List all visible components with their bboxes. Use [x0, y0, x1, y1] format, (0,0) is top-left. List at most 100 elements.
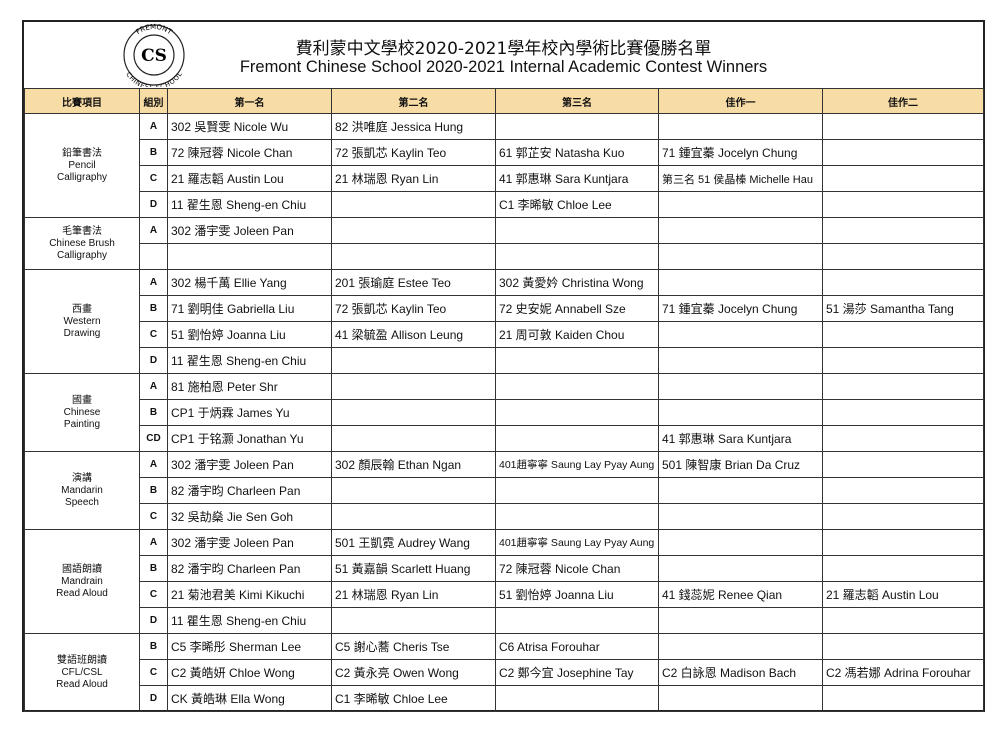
- category-label: Pencil: [68, 159, 96, 171]
- column-header: 佳作二: [822, 88, 984, 114]
- winner-cell: [495, 399, 659, 426]
- winner-cell: [331, 477, 496, 504]
- winner-cell: 51 黃嘉韻 Scarlett Huang: [331, 555, 496, 582]
- winner-cell: [822, 243, 984, 270]
- winner-cell: 11 瞿生恩 Sheng-en Chiu: [167, 607, 332, 634]
- winner-cell: [658, 269, 823, 296]
- winner-cell: 302 楊千萬 Ellie Yang: [167, 269, 332, 296]
- category-label: Speech: [65, 496, 99, 508]
- winner-cell: 302 潘宇雯 Joleen Pan: [167, 217, 332, 244]
- category-label: 雙語班朗讀: [57, 654, 107, 666]
- winner-cell: 302 潘宇雯 Joleen Pan: [167, 451, 332, 478]
- winner-cell: 21 林瑞恩 Ryan Lin: [331, 581, 496, 608]
- category-label: Calligraphy: [56, 249, 108, 261]
- winner-cell: [495, 347, 659, 374]
- winner-cell: [822, 191, 984, 218]
- winner-cell: [658, 633, 823, 660]
- winner-cell: [658, 347, 823, 374]
- winner-cell: [331, 399, 496, 426]
- table-body: 鉛筆書法 Pencil Calligraphy A 302 吳賢雯 Nicole Wu 8…: [24, 113, 984, 712]
- group-cell: B: [139, 477, 168, 504]
- winner-cell: 72 陳冠蓉 Nicole Chan: [495, 555, 659, 582]
- group-cell: C: [139, 321, 168, 348]
- winner-cell: 302 吳賢雯 Nicole Wu: [167, 113, 332, 140]
- winner-cell: 82 潘宇昀 Charleen Pan: [167, 555, 332, 582]
- winner-cell: [658, 477, 823, 504]
- table-row: B CP1 于炳霖 James Yu: [25, 399, 984, 426]
- category-label: Painting: [63, 418, 101, 430]
- winner-cell: 72 張凱芯 Kaylin Teo: [331, 139, 496, 166]
- table-row: 國畫 Chinese Painting A 81 施柏恩 Peter Shr: [24, 373, 984, 452]
- group-cell: A: [139, 217, 168, 244]
- winner-cell: [331, 347, 496, 374]
- winner-cell: [658, 217, 823, 244]
- winner-cell: C5 謝心蕎 Cheris Tse: [331, 633, 496, 660]
- category-label: Mandarin: [61, 484, 103, 496]
- winner-cell: [658, 399, 823, 426]
- winner-cell: [495, 503, 659, 530]
- winner-cell: C5 李晞彤 Sherman Lee: [167, 633, 332, 660]
- winner-cell: 41 郭惠琳 Sara Kuntjara: [658, 425, 823, 452]
- group-cell: D: [139, 191, 168, 218]
- group-cell: A: [139, 451, 168, 478]
- winner-cell: [331, 373, 496, 400]
- category-label: 國語朗讀: [62, 563, 102, 575]
- winner-cell: [822, 217, 984, 244]
- group-cell: D: [139, 607, 168, 634]
- winner-cell: 41 梁毓盈 Allison Leung: [331, 321, 496, 348]
- column-header: 第一名: [167, 88, 332, 114]
- subtitle: Fremont Chinese School 2020-2021 Interna…: [239, 58, 768, 76]
- group-cell: B: [139, 139, 168, 166]
- category-label: Mandrain: [61, 575, 103, 587]
- winner-cell: CK 黃皓琳 Ella Wong: [167, 685, 332, 712]
- winner-cell: [331, 503, 496, 530]
- winner-cell: 82 洪唯庭 Jessica Hung: [331, 113, 496, 140]
- group-cell: D: [139, 347, 168, 374]
- title: 費利蒙中文學校2020-2021學年校內學術比賽優勝名單: [295, 39, 712, 59]
- category-label: Read Aloud: [56, 678, 108, 690]
- table-row: D 11 翟生恩 Sheng-en Chiu C1 李晞敏 Chloe Lee: [25, 191, 984, 218]
- winner-cell: 21 羅志韜 Austin Lou: [822, 581, 984, 608]
- winner-cell: 401趙寧寧 Saung Lay Pyay Aung: [495, 451, 659, 478]
- group-cell: D: [139, 685, 168, 712]
- category-cell: 西畫 Western Drawing: [24, 269, 140, 374]
- table-row: B 82 潘宇昀 Charleen Pan: [25, 477, 984, 504]
- winner-cell: [331, 425, 496, 452]
- winner-cell: [822, 399, 984, 426]
- winner-cell: [495, 425, 659, 452]
- winner-cell: 72 陳冠蓉 Nicole Chan: [167, 139, 332, 166]
- winner-cell: 501 王凱霓 Audrey Wang: [331, 529, 496, 556]
- category-label: 西畫: [72, 303, 92, 315]
- group-cell: B: [139, 555, 168, 582]
- winner-cell: [658, 373, 823, 400]
- table-row: CD CP1 于铭灏 Jonathan Yu 41 郭惠琳 Sara Kuntjar…: [25, 425, 984, 452]
- group-cell: C: [139, 503, 168, 530]
- group-cell: [139, 243, 168, 270]
- table-row: C 21 羅志韜 Austin Lou 21 林瑞恩 Ryan Lin 41 郭惠琳 …: [25, 165, 984, 192]
- category-cell: 國語朗讀 Mandrain Read Aloud: [24, 529, 140, 634]
- winner-cell: 51 湯莎 Samantha Tang: [822, 295, 984, 322]
- category-cell: 演講 Mandarin Speech: [24, 451, 140, 530]
- winner-cell: 41 郭惠琳 Sara Kuntjara: [495, 165, 659, 192]
- winner-cell: [495, 217, 659, 244]
- table-row: 國語朗讀 Mandrain Read Aloud A 302 潘宇雯 Joleen Pa…: [24, 529, 984, 634]
- winner-cell: [822, 139, 984, 166]
- group-cell: B: [139, 633, 168, 660]
- winner-cell: [822, 685, 984, 712]
- winner-cell: 501 陳智康 Brian Da Cruz: [658, 451, 823, 478]
- winner-cell: [822, 165, 984, 192]
- category-label: Chinese: [63, 406, 101, 418]
- column-header: 比賽項目: [24, 88, 140, 114]
- group-cell: A: [139, 373, 168, 400]
- winner-cell: 72 張凱芯 Kaylin Teo: [331, 295, 496, 322]
- group-cell: A: [139, 113, 168, 140]
- category-cell: 雙語班朗讀 CFL/CSL Read Aloud: [24, 633, 140, 712]
- winner-cell: [822, 113, 984, 140]
- winner-cell: [822, 477, 984, 504]
- winner-cell: 302 顏辰翰 Ethan Ngan: [331, 451, 496, 478]
- winner-cell: [331, 217, 496, 244]
- winner-cell: [658, 555, 823, 582]
- winner-cell: C2 白詠恩 Madison Bach: [658, 659, 823, 686]
- table-row: C 51 劉怡婷 Joanna Liu 41 梁毓盈 Allison Leung 21…: [25, 321, 984, 348]
